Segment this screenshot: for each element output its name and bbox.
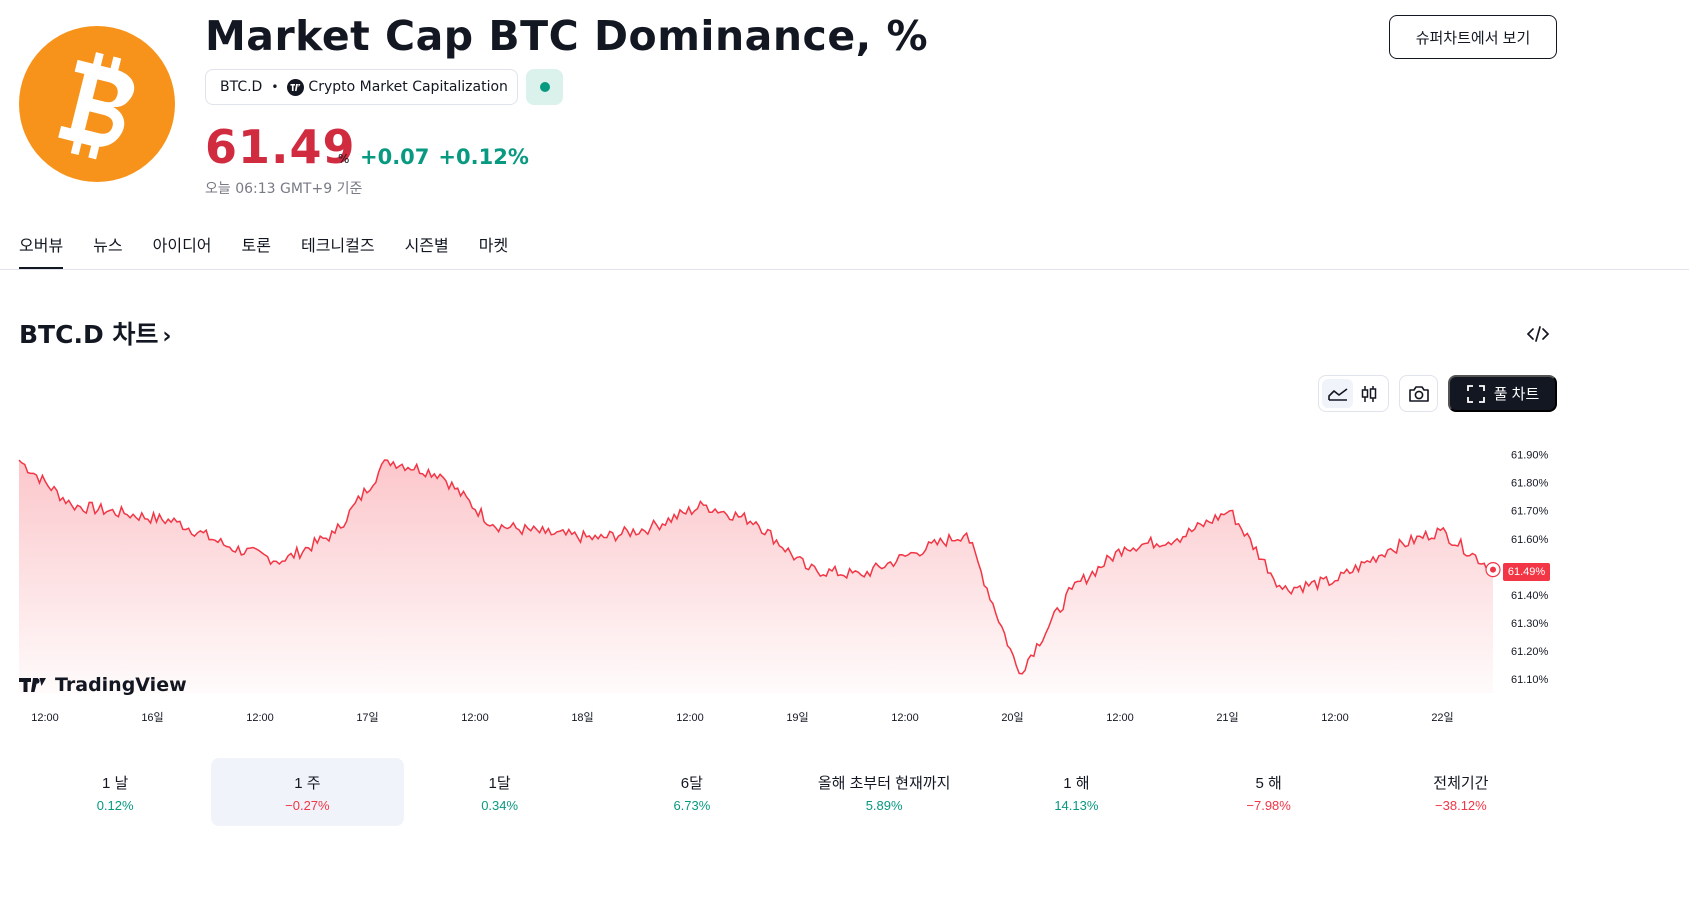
x-tick-label: 12:00: [246, 712, 274, 724]
y-tick-label: 61.20%: [1511, 646, 1549, 658]
tradingview-watermark[interactable]: TradingView: [19, 674, 187, 696]
chart-section-title[interactable]: BTC.D 차트 ›: [19, 315, 172, 351]
nav-tabs: 오버뷰 뉴스 아이디어 토론 테크니컬즈 시즌별 마켓: [19, 232, 538, 270]
tab-seasonals[interactable]: 시즌별: [404, 238, 449, 255]
period-label: 1 날: [101, 774, 129, 792]
status-dot-icon: [539, 82, 550, 92]
tab-technicals[interactable]: 테크니컬즈: [300, 238, 375, 255]
change-absolute: +0.07: [360, 145, 430, 169]
price-area-fill: [19, 460, 1493, 693]
tabs-divider: [0, 269, 1689, 270]
as-of-time: 오늘 06:13 GMT+9 기준: [205, 181, 363, 197]
full-chart-button[interactable]: 풀 차트: [1448, 375, 1557, 412]
period-1y[interactable]: 1 해 14.13%: [980, 758, 1172, 826]
x-tick-label: 21일: [1216, 710, 1238, 724]
period-label: 1 해: [1063, 774, 1090, 792]
tab-markets[interactable]: 마켓: [478, 238, 509, 255]
period-1m[interactable]: 1달 0.34%: [404, 758, 596, 826]
view-in-supercharts-button[interactable]: 슈퍼차트에서 보기: [1389, 15, 1557, 59]
fullscreen-icon: [1466, 384, 1485, 403]
y-tick-label: 61.40%: [1511, 590, 1549, 602]
performance-periods: 1 날 0.12% 1 주 −0.27% 1달 0.34% 6달 6.73% 올…: [19, 758, 1557, 826]
x-tick-label: 18일: [571, 710, 593, 724]
last-price-dot: [1490, 566, 1496, 573]
period-value: −38.12%: [1435, 797, 1487, 813]
symbol-ticker: BTC.D: [220, 79, 263, 95]
y-tick-label: 61.30%: [1511, 618, 1549, 630]
x-tick-label: 16일: [141, 710, 163, 724]
bitcoin-icon: [58, 52, 135, 160]
separator-dot: •: [271, 80, 279, 94]
x-tick-label: 17일: [356, 710, 378, 724]
price-chart[interactable]: 61.90% 61.80% 61.70% 61.60% 61.40% 61.30% 61.2…: [0, 425, 1689, 735]
chart-section-title-text: BTC.D 차트: [19, 320, 159, 349]
period-label: 6달: [680, 774, 703, 792]
tab-ideas[interactable]: 아이디어: [152, 238, 212, 255]
period-value: −7.98%: [1246, 797, 1291, 813]
period-value: 6.73%: [673, 797, 711, 813]
period-label: 1 주: [294, 774, 321, 792]
x-tick-label: 19일: [786, 710, 808, 724]
period-all[interactable]: 전체기간 −38.12%: [1365, 758, 1557, 826]
y-tick-label: 61.60%: [1511, 534, 1549, 546]
x-tick-label: 12:00: [31, 712, 59, 724]
x-tick-label: 20일: [1001, 710, 1023, 724]
period-value: −0.27%: [285, 797, 330, 813]
bitcoin-logo: [19, 26, 175, 182]
price-line: [18, 459, 1494, 675]
candles-icon[interactable]: [1353, 379, 1384, 408]
tradingview-wordmark: TradingView: [55, 674, 187, 696]
tab-overview[interactable]: 오버뷰: [19, 232, 64, 270]
period-label: 올해 초부터 현재까지: [817, 774, 951, 792]
period-value: 0.34%: [481, 797, 519, 813]
embed-code-icon[interactable]: [1526, 323, 1550, 345]
period-5y[interactable]: 5 해 −7.98%: [1173, 758, 1365, 826]
period-value: 0.12%: [96, 797, 134, 813]
period-label: 1달: [488, 774, 511, 792]
page-title: Market Cap BTC Dominance, %: [205, 12, 929, 60]
camera-icon[interactable]: [1399, 375, 1438, 412]
change-percent: +0.12%: [438, 145, 529, 169]
tab-news[interactable]: 뉴스: [93, 238, 123, 255]
full-chart-label: 풀 차트: [1493, 386, 1540, 403]
price-unit: %: [338, 152, 350, 166]
price-change: +0.07 +0.12%: [360, 145, 529, 169]
last-price: 61.49: [205, 120, 356, 174]
y-tick-label: 61.90%: [1511, 450, 1549, 462]
symbol-source-pill[interactable]: BTC.D • Crypto Market Capitalization: [205, 69, 518, 105]
tradingview-logo-icon: [19, 678, 46, 692]
period-6m[interactable]: 6달 6.73%: [596, 758, 788, 826]
period-value: 14.13%: [1054, 797, 1099, 813]
x-tick-label: 12:00: [1106, 712, 1134, 724]
y-tick-label: 61.10%: [1511, 674, 1549, 686]
period-label: 5 해: [1255, 774, 1282, 792]
y-tick-label: 61.70%: [1511, 506, 1549, 518]
period-1d[interactable]: 1 날 0.12%: [19, 758, 211, 826]
x-tick-label: 22일: [1431, 710, 1453, 724]
x-tick-label: 12:00: [676, 712, 704, 724]
market-status-button[interactable]: [526, 69, 563, 105]
source-name: Crypto Market Capitalization: [308, 79, 508, 95]
y-tick-label: 61.80%: [1511, 478, 1549, 490]
tradingview-mini-icon: [287, 78, 305, 96]
x-tick-label: 12:00: [461, 712, 489, 724]
period-label: 전체기간: [1433, 774, 1489, 792]
chevron-right-icon: ›: [162, 324, 172, 349]
period-1w[interactable]: 1 주 −0.27%: [211, 758, 404, 826]
period-ytd[interactable]: 올해 초부터 현재까지 5.89%: [788, 758, 980, 826]
chart-type-toggle: [1318, 375, 1389, 412]
x-tick-label: 12:00: [891, 712, 919, 724]
x-tick-label: 12:00: [1321, 712, 1349, 724]
area-chart-icon[interactable]: [1322, 379, 1353, 408]
tab-discussion[interactable]: 토론: [241, 238, 271, 255]
period-value: 5.89%: [865, 797, 903, 813]
last-price-tag: 61.49%: [1503, 563, 1550, 581]
